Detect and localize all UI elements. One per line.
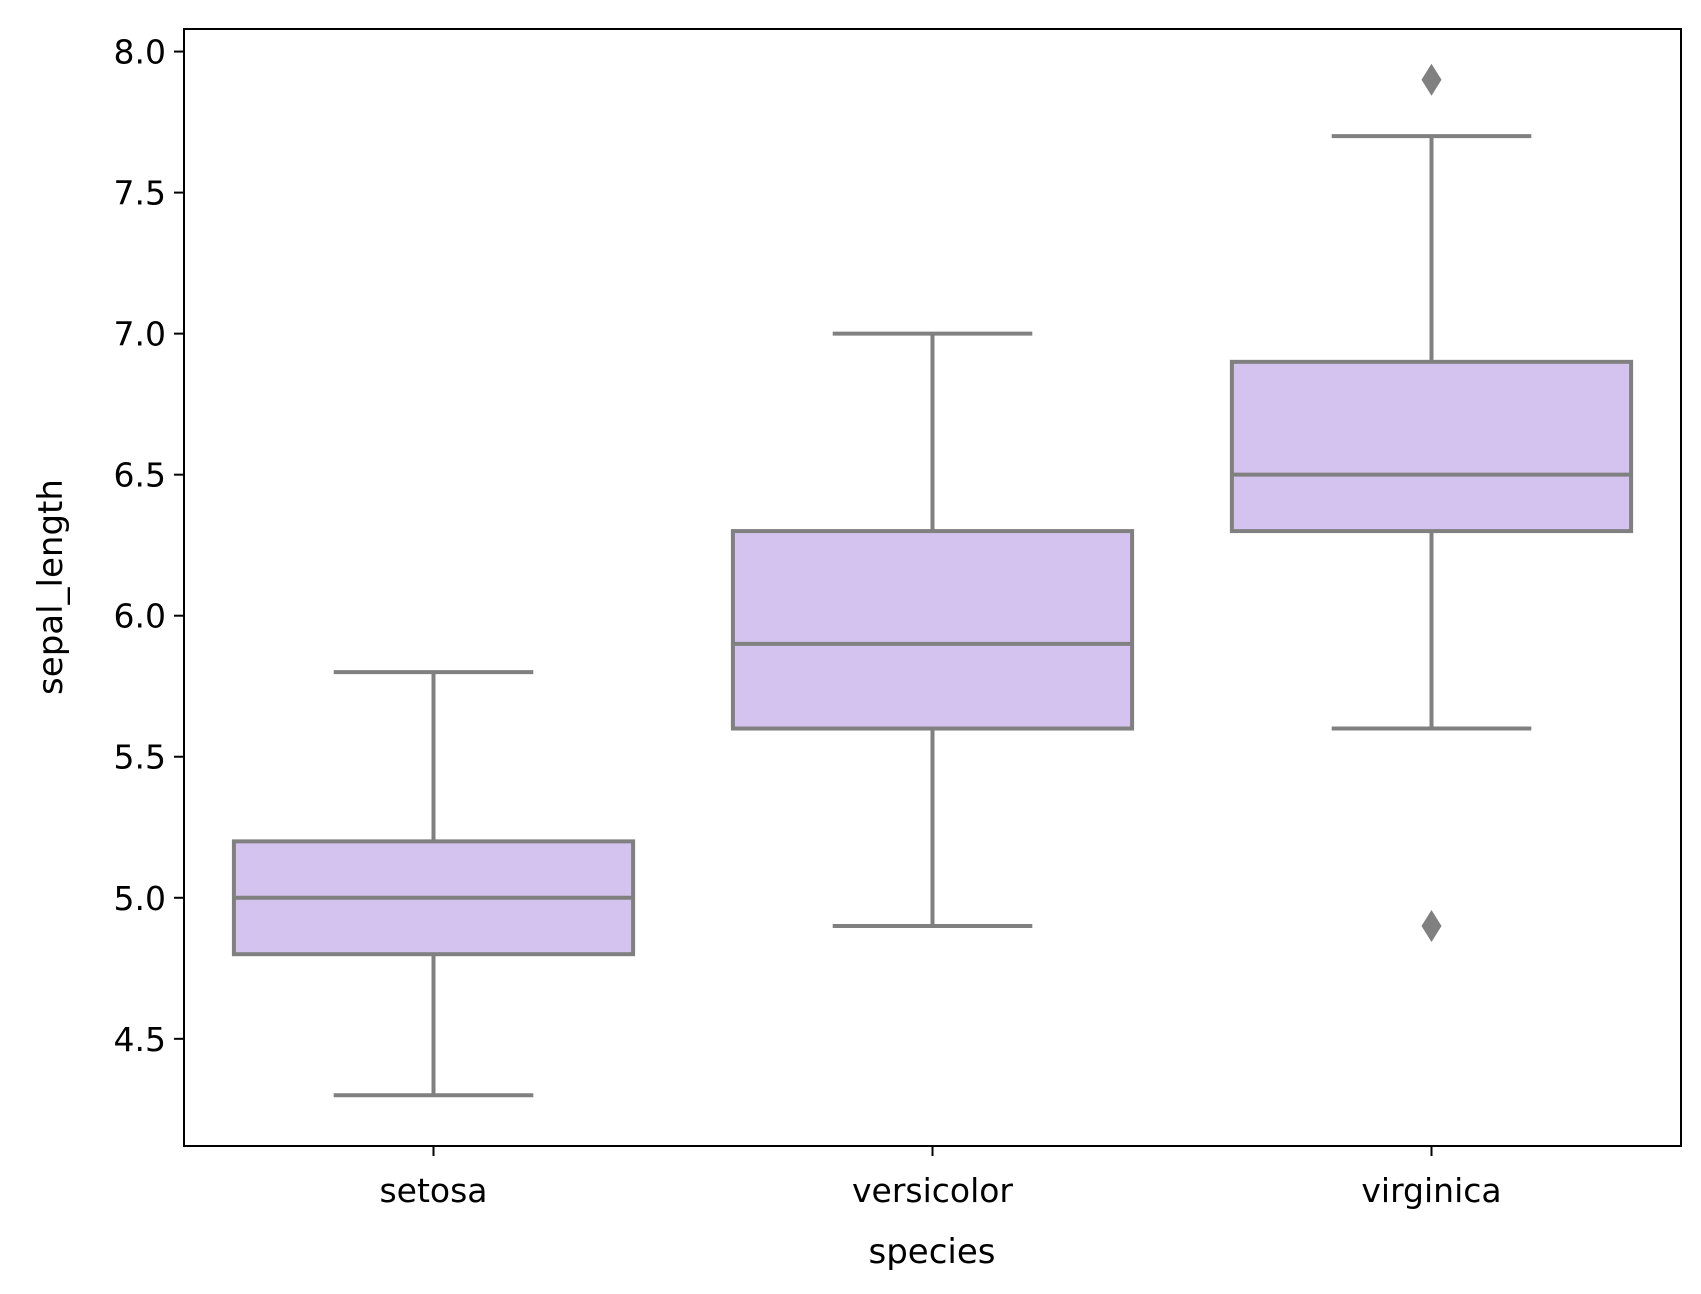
- y-tick-label: 4.5: [114, 1020, 166, 1059]
- y-tick-label: 5.0: [114, 879, 166, 918]
- y-axis-label: sepal_length: [31, 479, 71, 695]
- y-axis-ticks: 4.5 5.0 5.5 6.0 6.5 7.0 7.5 8.0: [114, 33, 184, 1059]
- outlier-point: [1421, 63, 1442, 96]
- x-tick-label: virginica: [1361, 1171, 1501, 1210]
- box-virginica: [1229, 63, 1634, 942]
- x-axis-ticks: setosa versicolor virginica: [379, 1146, 1502, 1210]
- x-tick-label: setosa: [379, 1171, 487, 1210]
- x-axis-label: species: [869, 1232, 996, 1272]
- y-tick-label: 8.0: [114, 33, 166, 72]
- iqr-box: [1229, 359, 1634, 534]
- box-setosa: [231, 670, 636, 1098]
- boxes-layer: [231, 63, 1634, 1098]
- y-tick-label: 7.5: [114, 174, 166, 213]
- x-tick-label: versicolor: [852, 1171, 1013, 1210]
- box-versicolor: [730, 331, 1135, 928]
- plot-frame: [183, 28, 1682, 1147]
- y-tick-label: 6.5: [114, 456, 166, 495]
- y-tick-label: 7.0: [114, 315, 166, 354]
- iqr-box: [730, 529, 1135, 731]
- y-tick-label: 6.0: [114, 597, 166, 636]
- y-tick-label: 5.5: [114, 738, 166, 777]
- outlier-point: [1421, 909, 1442, 942]
